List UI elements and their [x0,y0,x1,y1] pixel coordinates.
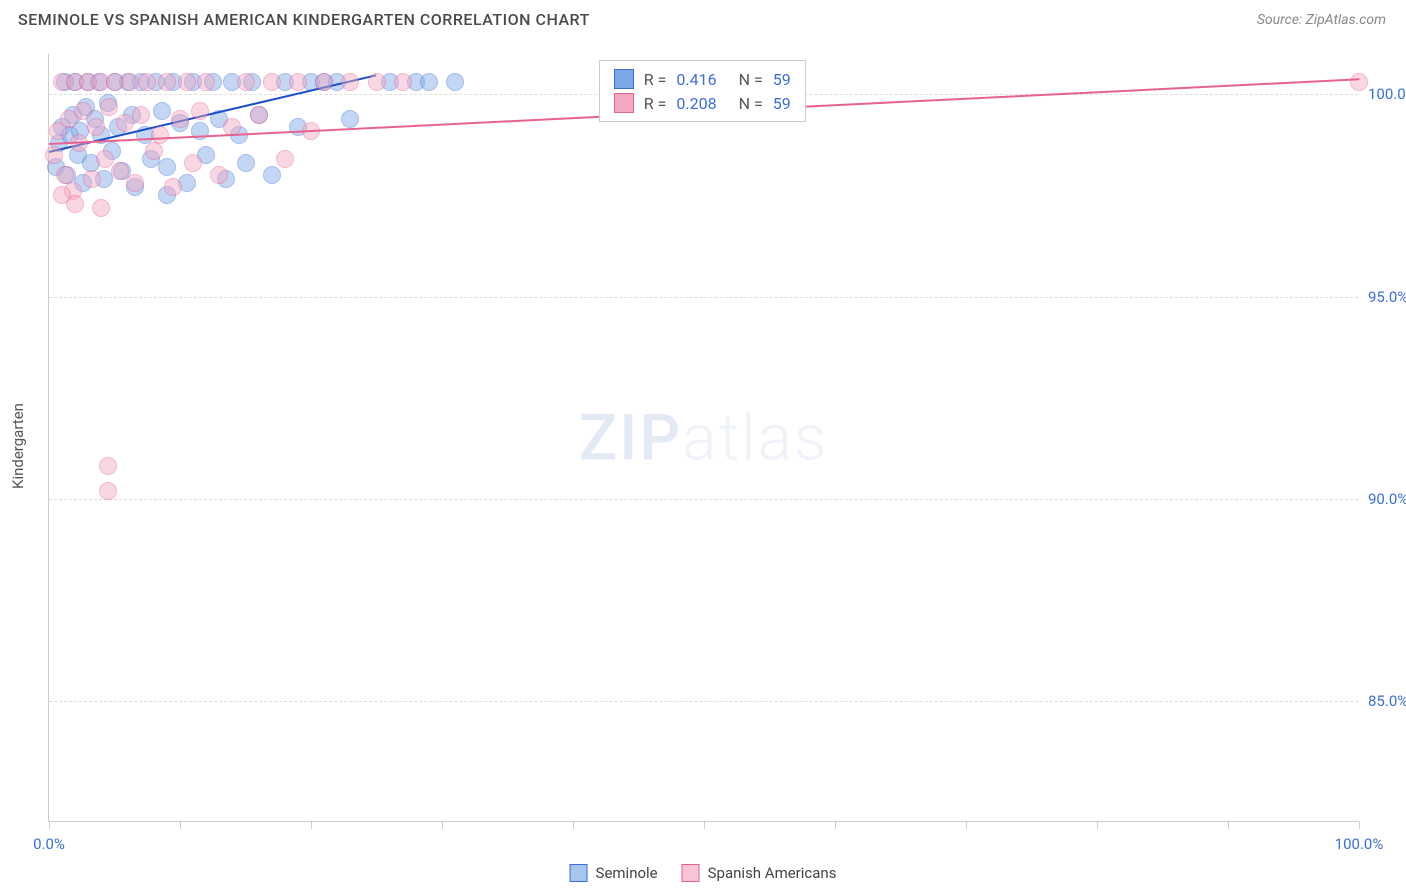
r-label: R = [644,94,667,113]
scatter-point [83,170,101,188]
scatter-point [263,166,281,184]
xtick [704,821,705,829]
scatter-point [151,126,169,144]
xtick [966,821,967,829]
scatter-point [197,73,215,91]
stats-legend-row: R = 0.208 N = 59 [614,91,791,115]
scatter-point [341,73,359,91]
chart-title: SEMINOLE VS SPANISH AMERICAN KINDERGARTE… [18,10,590,29]
gridline [49,499,1358,500]
legend-swatch [682,864,700,882]
scatter-point [184,154,202,172]
legend-swatch [570,864,588,882]
scatter-point [237,154,255,172]
ytick-label: 100.0% [1368,85,1406,103]
scatter-point [158,158,176,176]
r-value: 0.208 [676,94,716,113]
scatter-point [53,186,71,204]
xtick [1097,821,1098,829]
scatter-point [164,178,182,196]
r-label: R = [644,70,667,89]
scatter-point [111,162,129,180]
scatter-point [99,457,117,475]
bottom-legend: Seminole Spanish Americans [570,864,837,882]
ytick-label: 95.0% [1368,288,1406,306]
legend-label: Seminole [596,864,658,882]
scatter-point [263,73,281,91]
xtick [180,821,181,829]
scatter-point [45,146,63,164]
xtick [573,821,574,829]
legend-swatch [614,69,634,89]
scatter-point [446,73,464,91]
scatter-point [99,482,117,500]
y-axis-label: Kindergarten [9,403,27,489]
xtick [1359,821,1360,829]
scatter-point [132,106,150,124]
scatter-point [276,150,294,168]
scatter-point [237,73,255,91]
scatter-point [158,73,176,91]
source-label: Source: ZipAtlas.com [1257,12,1386,28]
xtick [49,821,50,829]
xtick-label: 0.0% [33,835,65,853]
xtick [1228,821,1229,829]
n-value: 59 [773,94,791,113]
ytick-label: 90.0% [1368,490,1406,508]
legend-label: Spanish Americans [708,864,837,882]
legend-swatch [614,93,634,113]
n-label: N = [739,94,763,113]
scatter-point [210,166,228,184]
scatter-point [178,73,196,91]
scatter-point [126,174,144,192]
scatter-point [368,73,386,91]
xtick [835,821,836,829]
scatter-point [1350,73,1368,91]
scatter-point [394,73,412,91]
scatter-point [315,73,333,91]
n-label: N = [739,70,763,89]
watermark: ZIPatlas [579,400,829,475]
scatter-point [250,106,268,124]
ytick-label: 85.0% [1368,692,1406,710]
scatter-point [121,73,139,91]
scatter-point [171,110,189,128]
scatter-point [145,142,163,160]
chart-header: SEMINOLE VS SPANISH AMERICAN KINDERGARTE… [0,0,1406,35]
legend-item: Seminole [570,864,658,882]
n-value: 59 [773,70,791,89]
legend-item: Spanish Americans [682,864,837,882]
scatter-point [74,102,92,120]
scatter-point [420,73,438,91]
scatter-point [87,118,105,136]
gridline [49,297,1358,298]
scatter-point [138,73,156,91]
scatter-point [100,98,118,116]
scatter-point [153,102,171,120]
stats-legend: R = 0.416 N = 59 R = 0.208 N = 59 [599,60,806,122]
scatter-point [289,73,307,91]
xtick [311,821,312,829]
scatter-point [92,199,110,217]
scatter-point [341,110,359,128]
stats-legend-row: R = 0.416 N = 59 [614,67,791,91]
scatter-point [191,102,209,120]
xtick-label: 100.0% [1335,835,1384,853]
gridline [49,701,1358,702]
r-value: 0.416 [676,70,716,89]
scatter-chart: ZIPatlas 100.0%95.0%90.0%85.0%0.0%100.0%… [48,54,1358,822]
xtick [442,821,443,829]
